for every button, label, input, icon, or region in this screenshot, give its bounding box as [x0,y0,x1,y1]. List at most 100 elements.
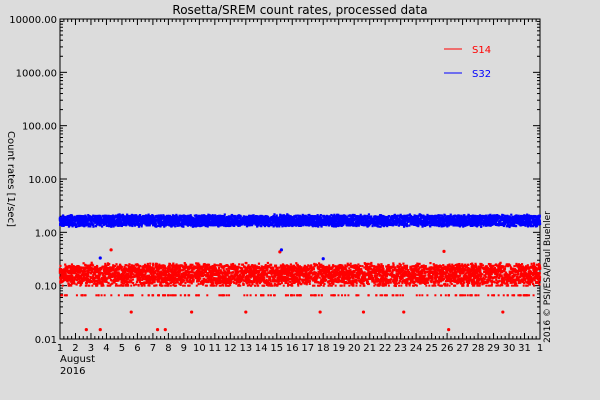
data-point [302,268,306,272]
data-point [185,277,189,281]
data-point [323,266,327,270]
data-point [415,269,419,273]
data-point [370,261,373,265]
data-point [104,280,107,283]
data-point [162,273,166,277]
data-point [393,269,396,272]
data-point [257,266,261,270]
data-point [409,275,412,278]
data-point [494,271,498,275]
data-point [277,273,281,277]
data-point [468,281,471,285]
data-point [59,276,62,279]
data-point [363,266,366,269]
data-point [155,273,158,276]
data-point [106,224,109,227]
data-point [306,269,310,272]
data-point [130,281,133,284]
data-point [350,265,354,269]
data-point [439,280,443,283]
data-point [374,268,378,272]
data-point [168,276,172,280]
data-point [312,279,315,282]
data-point [78,269,82,273]
data-point [243,269,247,273]
data-point [416,264,420,268]
data-point [423,281,427,285]
data-point [424,265,427,268]
data-point [473,284,476,287]
data-point [449,281,452,284]
data-point [293,294,296,297]
x-axis-ticks: 1 2 3 4 5 6 7 8 9 10 11 12 13 14 15 16 17 18 19 20 21 22 23 24 2… [57,19,543,354]
data-point [81,270,84,273]
data-point [96,268,100,271]
data-point [256,282,259,285]
data-point [309,265,313,269]
data-point [416,262,419,265]
outlier-point [129,310,133,314]
data-point [189,276,192,280]
data-point [179,269,182,272]
data-point [474,262,477,265]
data-point [358,274,361,277]
data-point [383,294,386,297]
data-point [231,266,235,270]
data-point [201,283,205,286]
data-point [391,270,394,273]
data-point [330,284,333,287]
data-point [395,282,398,285]
data-point [251,283,254,286]
data-point [84,284,87,287]
data-point [404,274,408,277]
data-point [327,269,331,273]
data-point [471,268,475,272]
data-point [277,282,281,285]
data-point [137,264,140,267]
data-point [401,281,404,285]
data-point [144,272,147,275]
data-point [63,275,67,279]
data-point [313,275,316,278]
data-point [254,294,257,297]
data-point [132,273,135,276]
data-point [163,279,167,283]
data-point [131,278,134,281]
data-point [478,282,482,285]
data-point [412,275,416,279]
data-point [432,263,435,266]
data-point [113,272,117,276]
data-point [367,266,371,270]
data-point [406,280,409,283]
data-point [419,282,422,285]
data-point [461,271,465,275]
data-point [384,280,388,284]
data-point [404,267,408,271]
data-point [165,284,168,287]
data-point [330,294,333,297]
data-point [431,278,434,281]
data-point [273,282,276,285]
data-point [391,265,395,269]
data-point [489,279,493,283]
data-point [381,270,385,274]
data-point [415,284,418,287]
data-point [148,284,151,287]
data-point [537,280,540,283]
data-point [72,279,76,283]
data-point [387,282,390,285]
data-point [424,274,427,277]
data-point [66,280,69,283]
data-point [502,294,505,297]
data-point [355,268,359,272]
data-point [475,274,479,278]
data-point [100,284,103,287]
data-point [282,284,285,287]
data-point [154,269,157,272]
data-point [242,279,245,282]
data-point [196,277,200,281]
data-point [347,273,351,277]
data-point [111,267,115,271]
data-point [298,278,302,281]
